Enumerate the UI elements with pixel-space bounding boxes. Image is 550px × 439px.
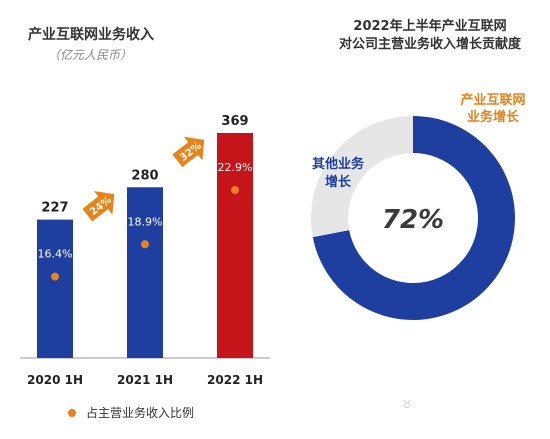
bars-group: 227 16.4% 2020 1H 280 18.9% 2021 1H 369 22.9% 20… [20,114,270,387]
bar-value-label: 369 [221,114,248,129]
right-chart-title-line1: 2022年上半年产业互联网 [353,19,507,34]
watermark-logo: ♉ [402,398,412,411]
bar [217,133,253,358]
left-chart-subtitle: （亿元人民币） [48,48,133,62]
donut-center-label: 72% [382,205,444,235]
donut-slice-other [310,116,413,238]
bar-share-label: 22.9% [218,161,253,174]
bar-share-label: 18.9% [128,215,163,228]
donut-label-main-line1: 产业互联网 [460,92,525,108]
legend: 占主营业务收入比例 [68,404,194,421]
bar-value-label: 280 [131,168,158,183]
right-chart-title-line2: 对公司主营业务收入增长贡献度 [338,37,521,52]
arrow-shape-icon [172,136,205,168]
bar-share-label: 16.4% [38,248,73,261]
legend-label: 占主营业务收入比例 [86,406,195,420]
category-label: 2020 1H [27,373,83,387]
bar-value-label: 227 [41,201,68,216]
legend-dot-icon [68,408,76,417]
share-dot-icon [231,186,239,194]
bar [127,187,163,358]
category-label: 2021 1H [117,373,173,387]
category-label: 2022 1H [207,373,263,387]
right-chart-title: 2022年上半年产业互联网 对公司主营业务收入增长贡献度 [320,18,540,54]
share-dot-icon [51,272,59,281]
donut-group [310,116,515,321]
growth-arrow: 32% [172,136,205,168]
donut-slice-main [312,116,515,321]
share-dot-icon [141,240,149,249]
growth-arrow: 24% [82,190,115,222]
bar [37,219,73,358]
left-chart-title: 产业互联网业务收入 [28,27,154,43]
donut-label-main-line2: 业务增长 [467,109,520,125]
donut-label-other-line2: 增长 [325,174,352,190]
donut-label-other-line1: 其他业务 [312,156,365,172]
arrow-shape-icon [82,190,115,222]
